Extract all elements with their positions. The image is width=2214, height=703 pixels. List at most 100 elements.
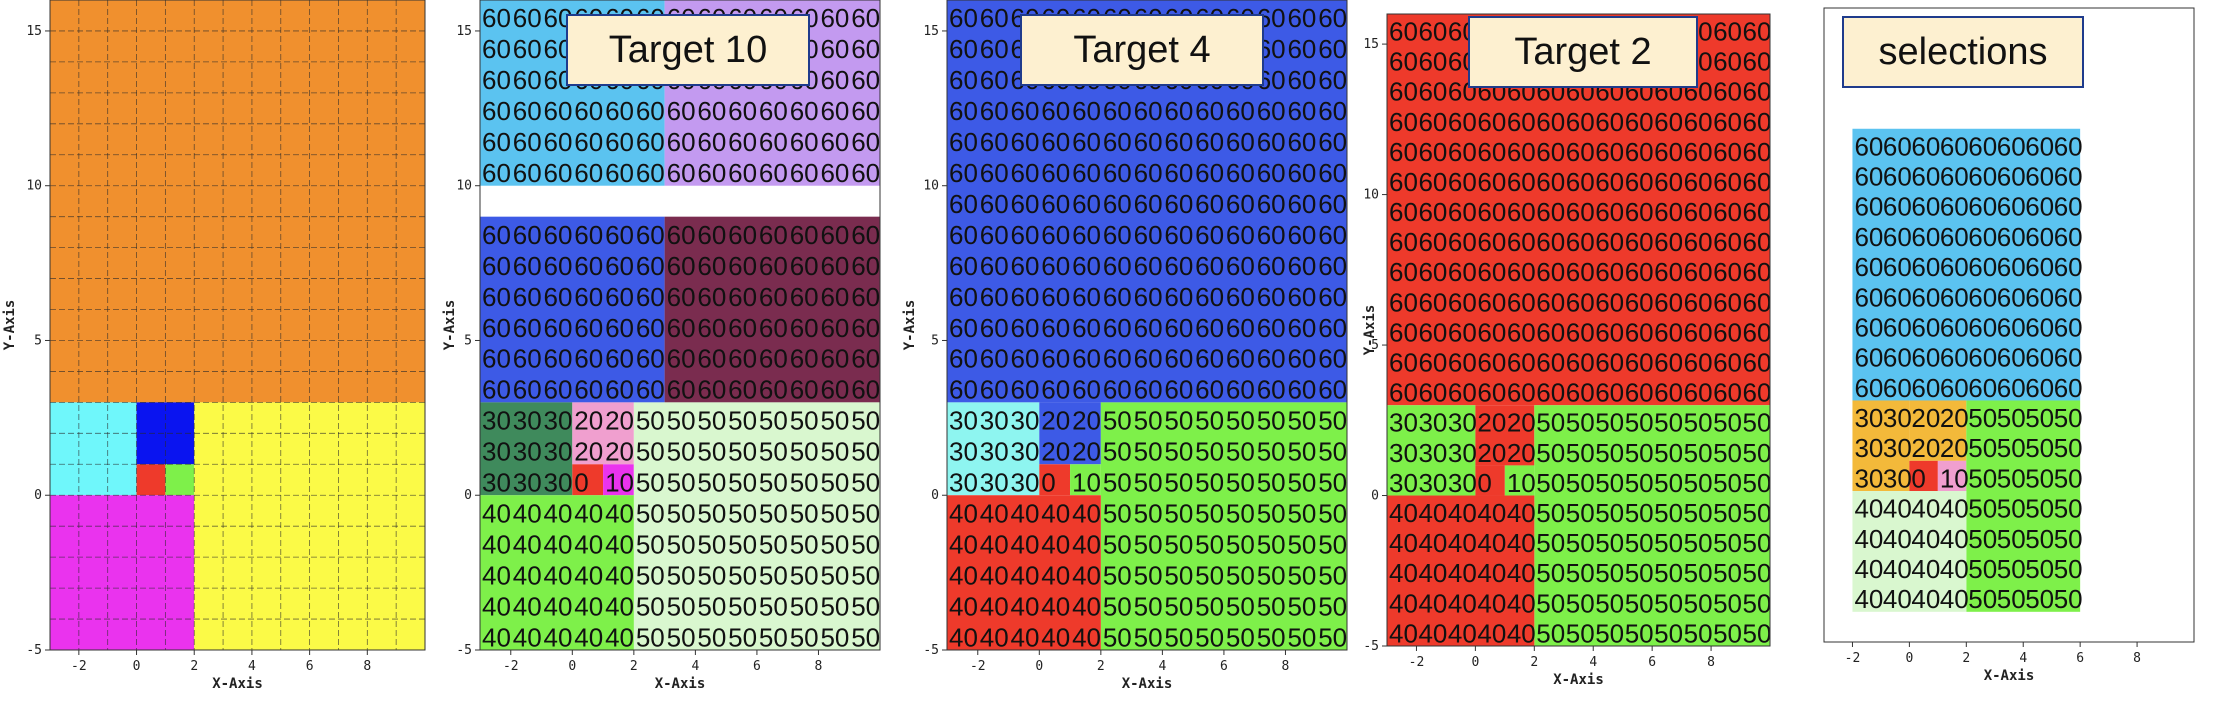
- cell-value: 50: [697, 591, 726, 621]
- cell-value: 40: [1011, 591, 1040, 621]
- cell-value: 60: [544, 344, 573, 374]
- cell-value: 40: [1477, 498, 1506, 528]
- cell-value: 30: [1448, 468, 1477, 498]
- y-tick-label: 0: [34, 488, 42, 503]
- cell-value: 50: [1134, 560, 1163, 590]
- cell-value: 60: [1103, 127, 1132, 157]
- cell-value: 40: [949, 529, 978, 559]
- cell-value: 50: [1968, 463, 1997, 493]
- cell-value: 40: [513, 622, 542, 652]
- cell-value: 50: [1743, 498, 1772, 528]
- cell-value: 60: [1164, 127, 1193, 157]
- cell-value: 60: [949, 251, 978, 281]
- cell-value: 50: [1195, 498, 1224, 528]
- cell-value: 60: [1448, 257, 1477, 287]
- cell-value: 30: [1418, 468, 1447, 498]
- cell-value: 40: [1072, 622, 1101, 652]
- cell-value: 60: [1418, 77, 1447, 107]
- cell-value: 60: [1072, 96, 1101, 126]
- cell-value: 60: [574, 127, 603, 157]
- cell-value: 60: [482, 3, 511, 33]
- cell-value: 60: [544, 282, 573, 312]
- cell-value: 40: [980, 498, 1009, 528]
- cell-value: 50: [728, 498, 757, 528]
- cell-value: 60: [1164, 344, 1193, 374]
- cell-value: 50: [1713, 438, 1742, 468]
- cell-value: 40: [980, 560, 1009, 590]
- cell-value: 40: [1418, 558, 1447, 588]
- cell-value: 60: [574, 344, 603, 374]
- cell-value: 20: [1507, 438, 1536, 468]
- cell-value: 40: [482, 529, 511, 559]
- heatmap-region: [1475, 465, 1505, 496]
- cell-value: 60: [1195, 96, 1224, 126]
- heatmap-region: [1966, 400, 2081, 612]
- cell-value: 40: [1418, 528, 1447, 558]
- cell-value: 60: [1743, 167, 1772, 197]
- target-10-title: Target 10: [566, 14, 810, 86]
- cell-value: 60: [1257, 344, 1286, 374]
- heatmap-region: [50, 0, 425, 403]
- panel-target-2: 60 60 60 60 60 60 60 60 60 60 60 60 60 60 60 60 60 60 60 60…: [1360, 0, 1800, 698]
- cell-value: 40: [605, 622, 634, 652]
- cell-value: 60: [697, 220, 726, 250]
- cell-value: 50: [1566, 468, 1595, 498]
- cell-value: 60: [1389, 107, 1418, 137]
- cell-value: 40: [1940, 524, 1969, 554]
- cell-value: 50: [1684, 468, 1713, 498]
- cell-value: 60: [1448, 317, 1477, 347]
- cell-value: 60: [1883, 252, 1912, 282]
- cell-value: 50: [1968, 494, 1997, 524]
- cell-value: 60: [605, 127, 634, 157]
- cell-value: 50: [790, 591, 819, 621]
- cell-value: 60: [2054, 312, 2083, 342]
- cell-value: 60: [1195, 344, 1224, 374]
- y-tick-label: 5: [1371, 338, 1379, 353]
- cell-value: 60: [1595, 227, 1624, 257]
- cell-value: 50: [697, 529, 726, 559]
- cell-value: 60: [820, 127, 849, 157]
- cell-value: 40: [1041, 560, 1070, 590]
- cell-value: 50: [1164, 591, 1193, 621]
- cell-value: 60: [759, 220, 788, 250]
- cell-value: 60: [1226, 220, 1255, 250]
- cell-value: 60: [1477, 197, 1506, 227]
- cell-value: 60: [1654, 137, 1683, 167]
- cell-value: 30: [513, 406, 542, 436]
- cell-value: 60: [1883, 162, 1912, 192]
- plot-frame: [1386, 13, 1771, 647]
- y-tick-label: 10: [456, 179, 472, 194]
- heatmap-region: [1937, 460, 1967, 492]
- cell-value: 50: [667, 468, 696, 498]
- cell-value: 60: [1595, 378, 1624, 408]
- x-tick-label: 4: [1589, 655, 1597, 670]
- cell-value: 50: [820, 437, 849, 467]
- cell-value: 60: [1103, 96, 1132, 126]
- cell-value: 40: [513, 591, 542, 621]
- cell-value: 60: [1625, 167, 1654, 197]
- cell-value: 50: [1654, 408, 1683, 438]
- cell-value: 60: [980, 189, 1009, 219]
- cell-value: 50: [667, 591, 696, 621]
- cell-value: 50: [1257, 622, 1286, 652]
- cell-value: 30: [1389, 468, 1418, 498]
- cell-value: 60: [1287, 375, 1316, 405]
- cell-value: 60: [1595, 137, 1624, 167]
- cell-value: 60: [1684, 137, 1713, 167]
- cell-value: 60: [1041, 251, 1070, 281]
- cell-value: 50: [1743, 468, 1772, 498]
- heatmap-region: [1039, 402, 1101, 465]
- y-tick-label: -5: [456, 643, 472, 658]
- cell-value: 60: [728, 158, 757, 188]
- cell-value: 60: [697, 158, 726, 188]
- cell-value: 60: [513, 34, 542, 64]
- cell-value: 60: [1566, 378, 1595, 408]
- cell-value: 60: [949, 189, 978, 219]
- y-tick-label: 15: [456, 24, 472, 39]
- cell-value: 60: [1684, 167, 1713, 197]
- cell-value: 50: [1595, 468, 1624, 498]
- cell-value: 0: [1041, 468, 1055, 498]
- cell-value: 60: [1195, 282, 1224, 312]
